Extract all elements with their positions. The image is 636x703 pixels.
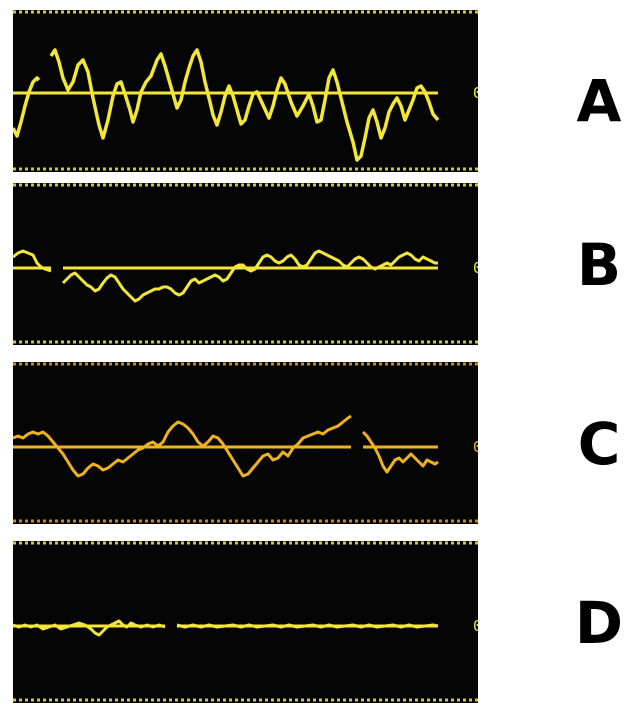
row-letter-d: D: [574, 589, 624, 657]
waveform-c-segment-2: [361, 430, 439, 474]
waveform-b-segment-2: [61, 249, 438, 303]
zero-label-d: 0: [473, 617, 478, 635]
trace-a-svg: [13, 10, 478, 171]
trace-panel-b: 0: [13, 183, 478, 345]
row-letter-a: A: [576, 67, 622, 135]
waveform-c-segment-1: [13, 414, 352, 478]
row-letter-b: B: [576, 231, 622, 299]
trace-panel-d: 0: [13, 541, 478, 703]
zero-label-b: 0: [473, 259, 478, 277]
trace-panel-a: 0: [13, 10, 478, 172]
waveform-d-segment-1: [13, 619, 166, 637]
waveform-a-segment-1: [13, 76, 41, 138]
trace-c-svg: [13, 362, 478, 523]
waveform-b-segment-1: [13, 249, 52, 273]
waveform-d-segment-2: [176, 623, 439, 629]
trace-panel-c: 0: [13, 362, 478, 524]
row-letter-c: C: [577, 410, 621, 478]
trace-b-svg: [13, 183, 478, 344]
zero-label-a: 0: [473, 84, 478, 102]
zero-label-c: 0: [473, 438, 478, 456]
trace-d-svg: [13, 541, 478, 702]
waveform-a-segment-2: [49, 48, 440, 162]
